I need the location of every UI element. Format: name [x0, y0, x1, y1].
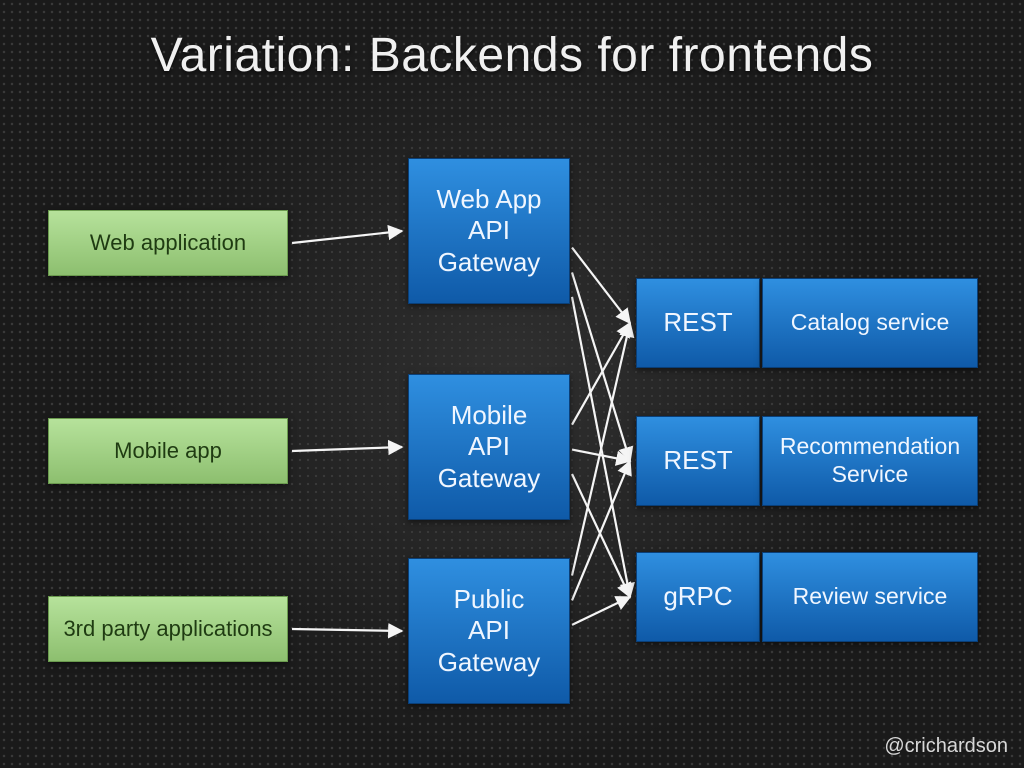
service-name-svc_review: Review service	[762, 552, 978, 642]
gateway-gw_mobile: Mobile API Gateway	[408, 374, 570, 520]
author-credit: @crichardson	[884, 735, 1008, 758]
service-name-svc_catalog: Catalog service	[762, 278, 978, 368]
arrow	[572, 248, 630, 323]
slide-stage: Variation: Backends for frontends Web ap…	[0, 0, 1024, 768]
slide-title: Variation: Backends for frontends	[0, 28, 1024, 83]
arrow	[292, 231, 402, 243]
arrow	[572, 297, 630, 597]
service-protocol-svc_reco: REST	[636, 416, 760, 506]
arrow	[572, 597, 630, 625]
arrow	[292, 629, 402, 631]
client-mobile: Mobile app	[48, 418, 288, 484]
service-protocol-svc_review: gRPC	[636, 552, 760, 642]
arrow	[572, 461, 630, 600]
client-third: 3rd party applications	[48, 596, 288, 662]
arrow	[572, 272, 630, 461]
arrow	[292, 447, 402, 451]
arrow	[572, 323, 630, 425]
gateway-gw_web: Web App API Gateway	[408, 158, 570, 304]
client-web: Web application	[48, 210, 288, 276]
service-protocol-svc_catalog: REST	[636, 278, 760, 368]
gateway-gw_public: Public API Gateway	[408, 558, 570, 704]
service-name-svc_reco: Recommendation Service	[762, 416, 978, 506]
arrow	[572, 450, 630, 461]
arrow	[572, 474, 630, 597]
arrow	[572, 323, 630, 576]
